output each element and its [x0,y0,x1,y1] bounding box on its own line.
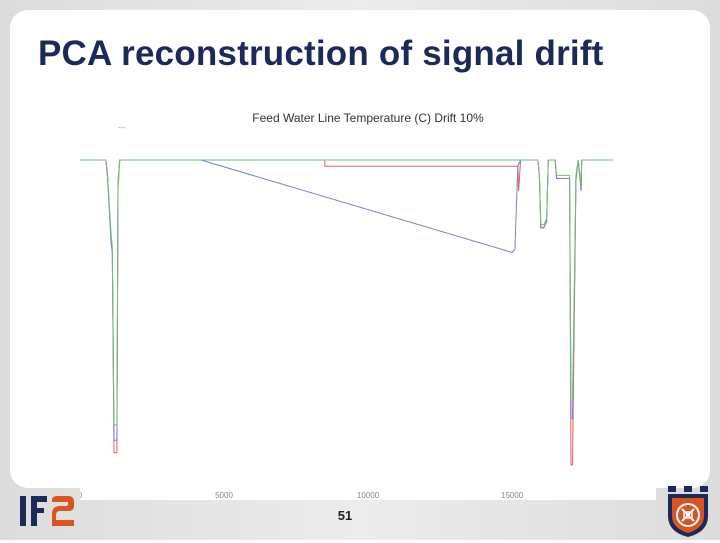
x-tick-label: 5000 [215,491,233,500]
chart-image: Feed Water Line Temperature (C) Drift 10… [80,100,656,500]
x-tick-label: 10000 [357,491,380,500]
slide-title: PCA reconstruction of signal drift [38,34,604,73]
series-line-pca-reconstruction [80,159,613,426]
page-number: 51 [337,508,353,523]
seal-logo [664,486,712,543]
x-tick-label: 15000 [501,491,524,500]
x-tick-label: 0 [80,491,83,500]
series-line-drifted-signal [80,159,613,441]
x-tick-layer: 0 5000 10000 15000 [80,491,524,500]
series-layer [80,159,613,466]
ife-logo [18,490,78,539]
drift-chart: Feed Water Line Temperature (C) Drift 10… [80,111,613,500]
legend-stub: --- [118,123,126,132]
series-line-original-signal [80,159,613,466]
chart-title: Feed Water Line Temperature (C) Drift 10… [252,111,484,125]
